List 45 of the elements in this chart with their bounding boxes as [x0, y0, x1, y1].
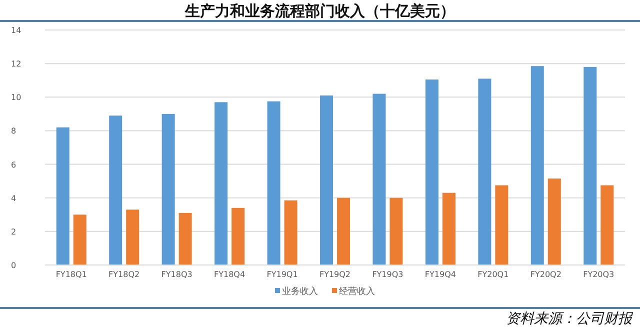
x-tick-label: FY20Q1	[478, 270, 509, 279]
y-tick-label: 2	[11, 227, 16, 236]
bar	[530, 66, 544, 265]
legend-label: 业务收入	[282, 286, 318, 297]
bar	[56, 127, 70, 265]
x-tick-label: FY19Q3	[372, 270, 404, 279]
bar	[600, 185, 614, 265]
bar	[284, 200, 298, 265]
x-tick-label: FY20Q2	[530, 270, 562, 279]
x-tick-label: FY20Q3	[583, 270, 614, 279]
bar	[584, 66, 597, 265]
bar	[372, 94, 386, 265]
y-tick-label: 6	[11, 160, 16, 170]
x-tick-label: FY18Q2	[108, 270, 140, 279]
bar	[320, 95, 333, 265]
bar	[232, 208, 245, 265]
y-tick-label: 0	[11, 261, 16, 270]
legend-label: 经营收入	[339, 286, 375, 297]
bar	[126, 210, 140, 265]
text: 资料来源：公司财报	[506, 311, 634, 327]
x-tick-label: FY19Q2	[319, 270, 351, 279]
x-tick-label: FY18Q1	[56, 270, 87, 279]
bar	[214, 102, 228, 265]
y-tick-label: 12	[11, 60, 22, 69]
x-tick-label: FY19Q4	[424, 270, 456, 279]
bar	[495, 185, 508, 265]
bar	[267, 101, 280, 265]
bar	[109, 116, 122, 265]
bar	[178, 212, 192, 265]
bar	[442, 192, 456, 265]
bar	[162, 114, 175, 265]
bar	[390, 198, 403, 265]
bar	[425, 80, 438, 265]
y-tick-label: 8	[11, 126, 16, 136]
x-tick-label: FY18Q3	[161, 270, 192, 279]
bar	[478, 78, 492, 265]
x-tick-label: FY18Q4	[214, 270, 246, 279]
bar	[337, 198, 350, 265]
bar	[548, 178, 561, 265]
x-tick-label: FY19Q1	[266, 270, 298, 279]
y-tick-label: 4	[11, 194, 16, 203]
chart-title: 生产力和业务流程部门收入（十亿美元）	[184, 2, 455, 20]
y-tick-label: 10	[11, 93, 22, 102]
bar	[73, 214, 86, 265]
y-tick-label: 14	[11, 26, 22, 35]
